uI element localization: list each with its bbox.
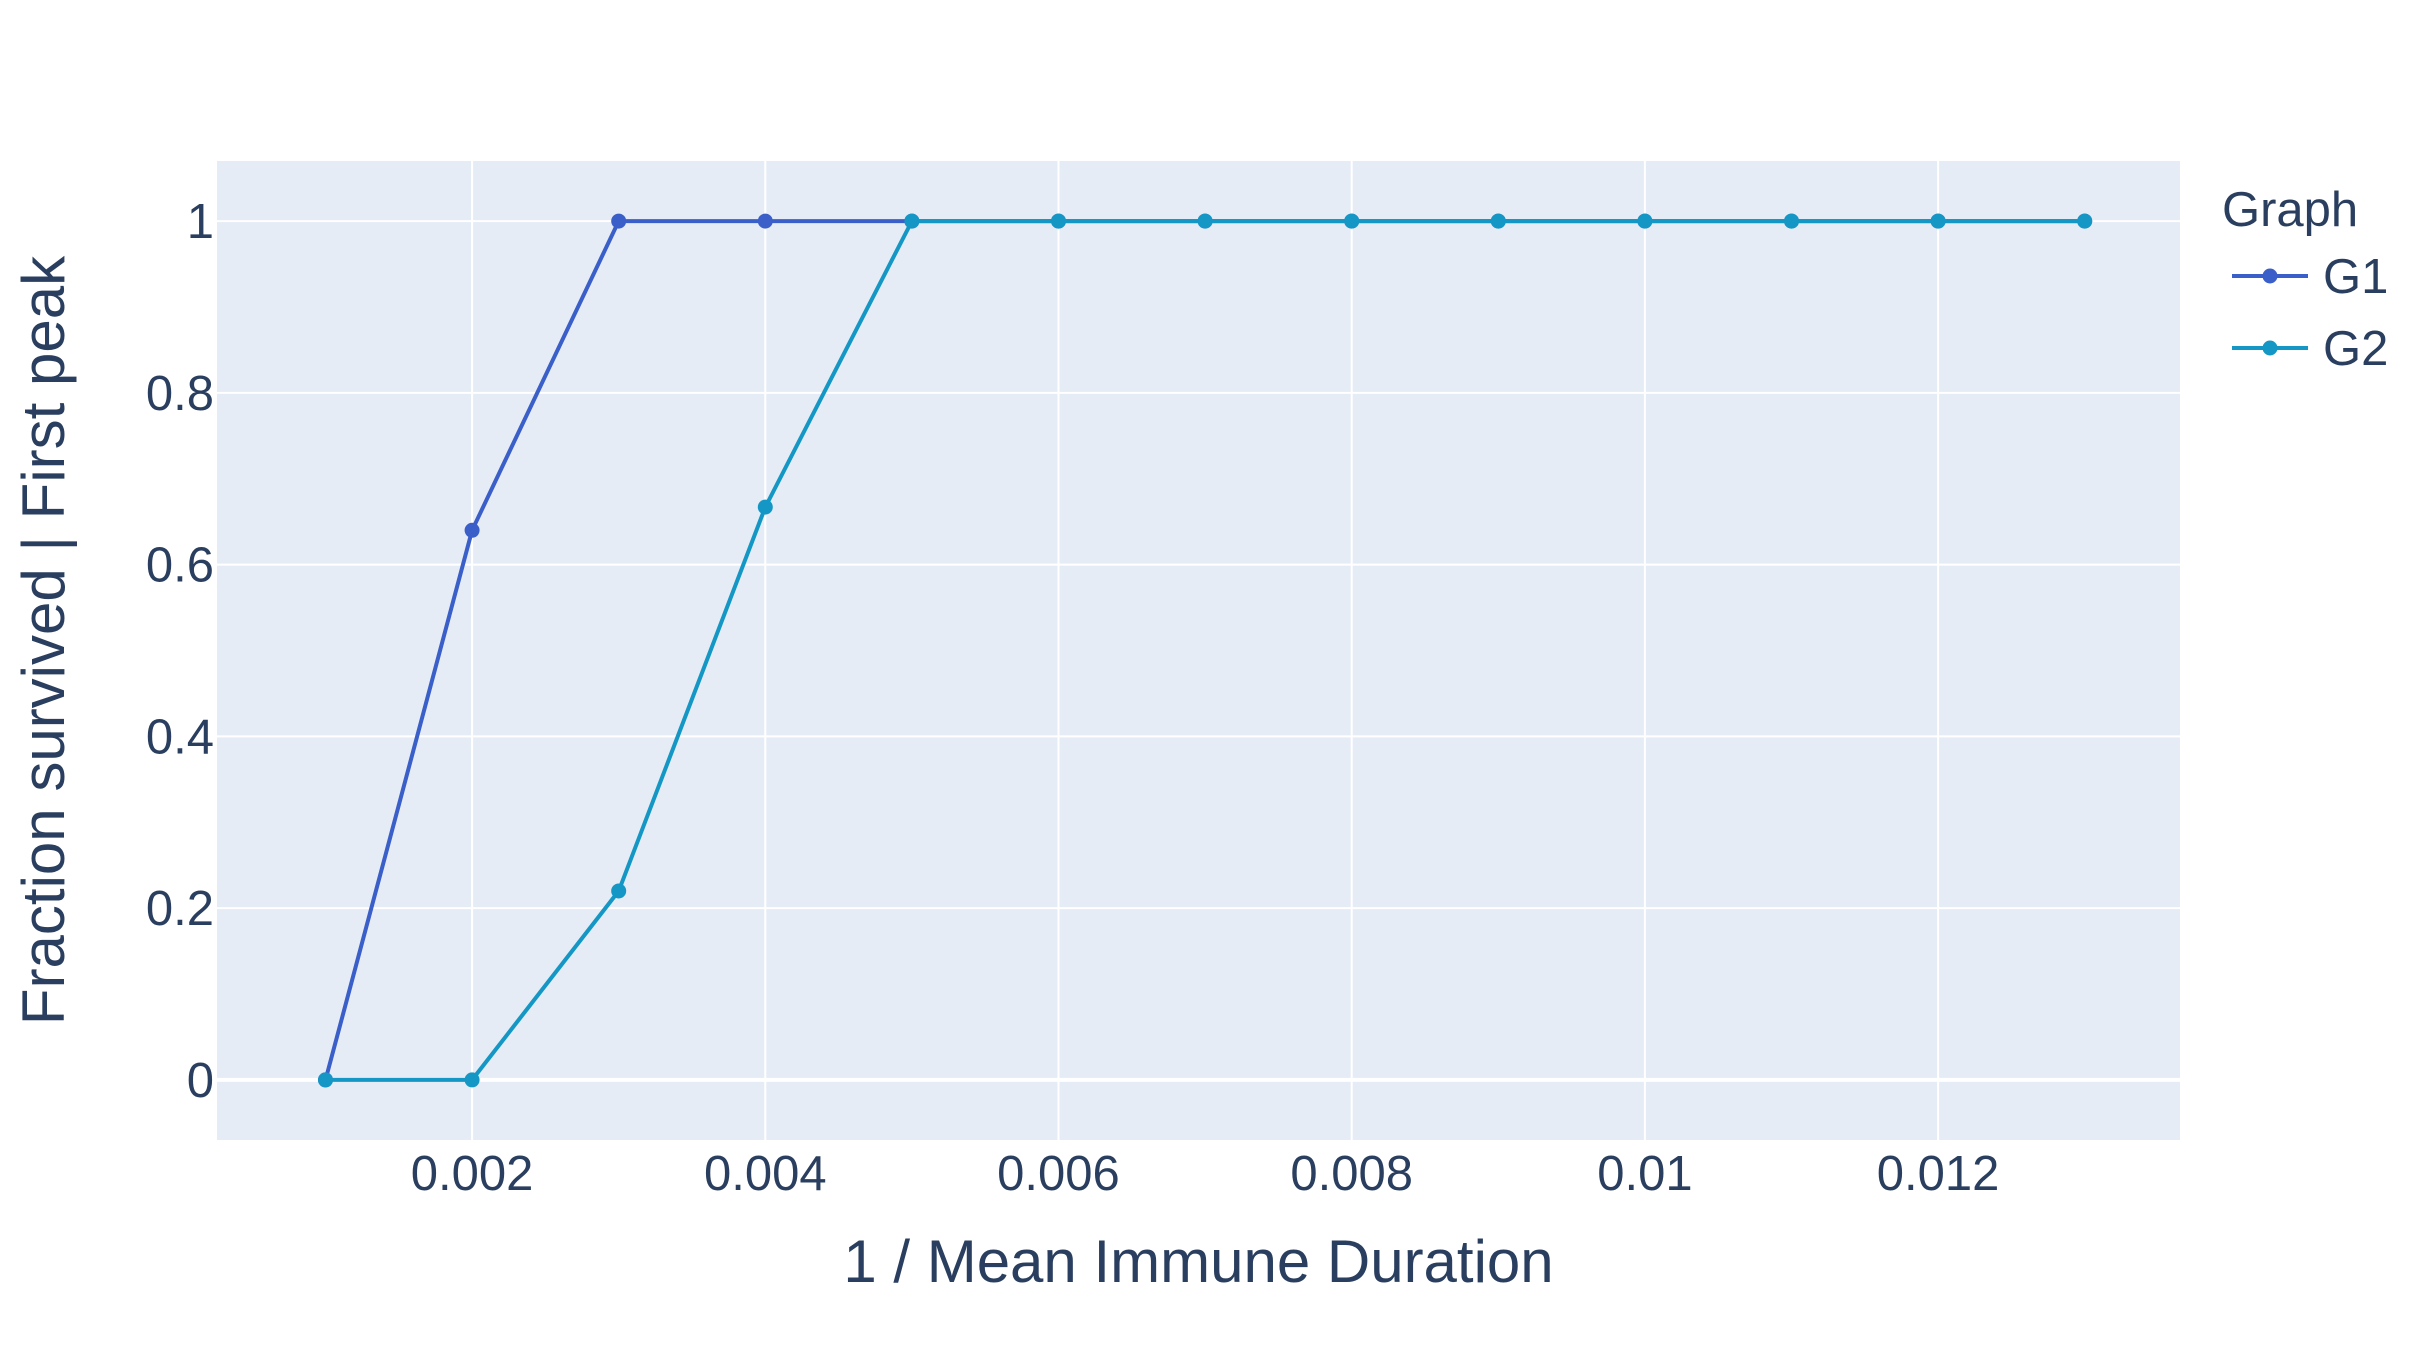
data-point: [611, 883, 627, 899]
data-point: [1490, 213, 1506, 229]
data-point: [1050, 213, 1066, 229]
data-point: [611, 213, 627, 229]
x-tick-label: 0.004: [704, 1147, 827, 1201]
x-tick-label: 0.002: [411, 1147, 534, 1201]
x-tick-label: 0.006: [997, 1147, 1120, 1201]
plot-area: [217, 161, 2180, 1140]
y-tick-label: 1: [187, 195, 214, 249]
legend-marker-swatch: [2262, 340, 2278, 356]
legend-marker-swatch: [2262, 268, 2278, 284]
series-G2: [317, 213, 2093, 1088]
x-tick-label: 0.008: [1290, 1147, 1413, 1201]
data-point: [1197, 213, 1213, 229]
data-point: [464, 522, 480, 538]
legend-label: G2: [2323, 322, 2388, 376]
data-point: [1344, 213, 1360, 229]
y-tick-label: 0.6: [146, 539, 214, 593]
x-axis-title: 1 / Mean Immune Duration: [843, 1228, 1553, 1295]
data-point: [904, 213, 920, 229]
x-tick-label: 0.012: [1877, 1147, 2000, 1201]
y-tick-label: 0.8: [146, 367, 214, 421]
y-axis-ticks: 0 0.2 0.4 0.6 0.8 1: [146, 195, 214, 1108]
data-point: [2077, 213, 2093, 229]
data-point: [757, 499, 773, 515]
y-axis-title: Fraction survived | First peak: [10, 255, 77, 1025]
data-point: [317, 1072, 333, 1088]
legend-title: Graph: [2222, 183, 2358, 237]
y-tick-label: 0: [187, 1054, 214, 1108]
legend-item-G1: G1: [2232, 250, 2388, 304]
x-axis-ticks: 0.002 0.004 0.006 0.008 0.01 0.012: [411, 1147, 2000, 1201]
series-layer: [317, 213, 2093, 1088]
data-point: [464, 1072, 480, 1088]
y-tick-label: 0.4: [146, 710, 214, 764]
data-point: [1637, 213, 1653, 229]
grid-layer: [217, 161, 2180, 1140]
data-point: [757, 213, 773, 229]
legend-label: G1: [2323, 250, 2388, 304]
x-tick-label: 0.01: [1597, 1147, 1692, 1201]
y-tick-label: 0.2: [146, 882, 214, 936]
legend-item-G2: G2: [2232, 322, 2388, 376]
data-point: [1930, 213, 1946, 229]
data-point: [1784, 213, 1800, 229]
